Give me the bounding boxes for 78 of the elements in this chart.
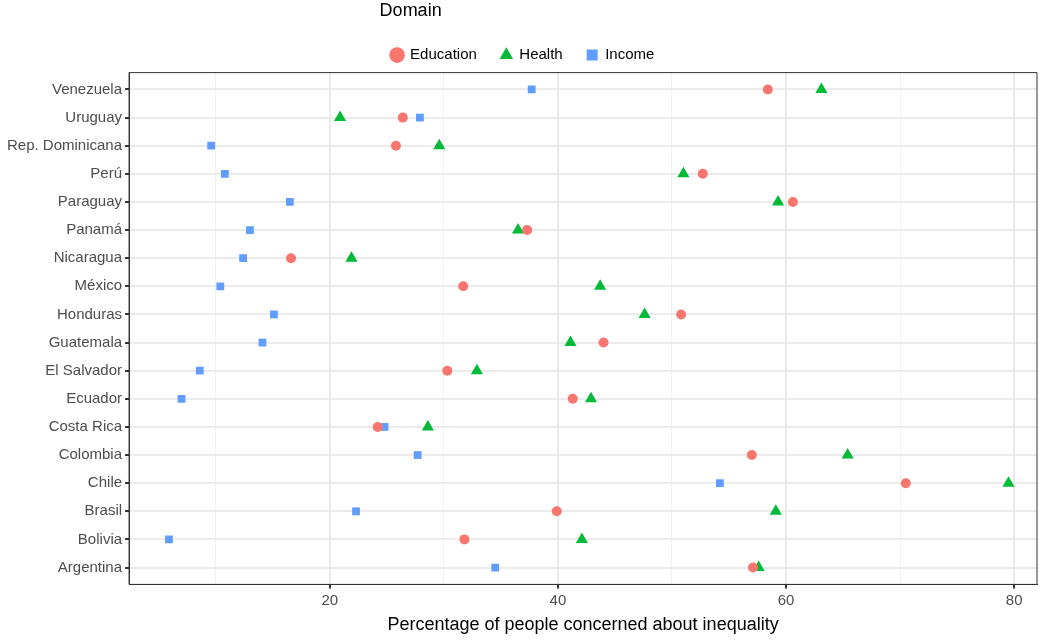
point bbox=[551, 506, 562, 517]
y-tick-label: Panamá bbox=[66, 220, 123, 238]
point bbox=[220, 169, 229, 178]
x-tick-label: 20 bbox=[321, 590, 339, 608]
x-axis-title: Percentage of people concerned about inequality bbox=[387, 614, 779, 635]
point bbox=[207, 141, 216, 150]
point bbox=[762, 84, 773, 95]
y-tick-label: Paraguay bbox=[57, 192, 123, 210]
y-tick-label: México bbox=[74, 276, 123, 294]
point bbox=[575, 532, 588, 543]
point bbox=[564, 335, 577, 347]
point bbox=[390, 140, 401, 151]
point bbox=[697, 168, 708, 179]
point bbox=[676, 309, 687, 320]
point bbox=[413, 451, 422, 459]
x-tick-label: 60 bbox=[777, 590, 795, 608]
point bbox=[352, 507, 360, 516]
point bbox=[746, 450, 757, 461]
y-tick-label: El Salvador bbox=[45, 360, 123, 378]
y-tick-label: Venezuela bbox=[51, 79, 123, 97]
point bbox=[527, 85, 536, 94]
point bbox=[769, 504, 782, 515]
point bbox=[165, 535, 173, 544]
point bbox=[177, 394, 186, 403]
point bbox=[416, 113, 424, 122]
point bbox=[511, 223, 525, 234]
point bbox=[286, 253, 297, 264]
point bbox=[246, 226, 254, 234]
x-tick-label: 80 bbox=[1005, 590, 1023, 608]
point bbox=[345, 251, 358, 262]
y-tick-label: Costa Rica bbox=[48, 417, 123, 435]
point bbox=[195, 366, 204, 375]
legend-label: Education bbox=[410, 45, 477, 63]
y-tick-label: Chile bbox=[87, 473, 123, 491]
point bbox=[421, 419, 434, 431]
point bbox=[459, 534, 470, 545]
y-tick-label: Perú bbox=[90, 163, 123, 181]
point bbox=[772, 194, 785, 206]
point bbox=[815, 82, 828, 93]
point bbox=[491, 563, 500, 572]
y-tick-label: Rep. Dominicana bbox=[6, 135, 123, 153]
point bbox=[787, 196, 798, 207]
point bbox=[470, 363, 484, 375]
point bbox=[567, 393, 578, 404]
point bbox=[372, 421, 383, 432]
point bbox=[594, 279, 607, 290]
legend-title: Domain bbox=[379, 0, 442, 20]
point bbox=[239, 254, 248, 263]
point bbox=[841, 448, 854, 459]
legend-label: Income bbox=[605, 45, 655, 63]
point bbox=[442, 365, 453, 376]
y-tick-label: Ecuador bbox=[66, 388, 123, 406]
y-tick-label: Brasil bbox=[84, 501, 123, 519]
point bbox=[334, 110, 347, 122]
point bbox=[458, 281, 469, 292]
point bbox=[638, 307, 651, 318]
point bbox=[1002, 476, 1015, 487]
point bbox=[677, 166, 690, 178]
point bbox=[433, 138, 446, 150]
point bbox=[397, 112, 408, 123]
point bbox=[598, 337, 609, 348]
y-tick-label: Guatemala bbox=[48, 332, 123, 350]
point bbox=[286, 198, 294, 206]
point bbox=[522, 225, 533, 236]
y-tick-label: Uruguay bbox=[65, 107, 123, 125]
point bbox=[584, 391, 598, 403]
point bbox=[716, 479, 724, 488]
y-tick-label: Bolivia bbox=[77, 529, 123, 547]
y-tick-label: Argentina bbox=[57, 557, 123, 575]
legend-label: Health bbox=[519, 45, 563, 63]
point bbox=[747, 562, 758, 573]
y-tick-label: Nicaragua bbox=[53, 248, 123, 266]
point bbox=[270, 310, 278, 319]
point bbox=[216, 282, 225, 291]
y-tick-label: Colombia bbox=[58, 445, 123, 463]
y-tick-label: Honduras bbox=[57, 304, 123, 322]
point bbox=[900, 478, 911, 489]
x-tick-label: 40 bbox=[549, 590, 567, 608]
